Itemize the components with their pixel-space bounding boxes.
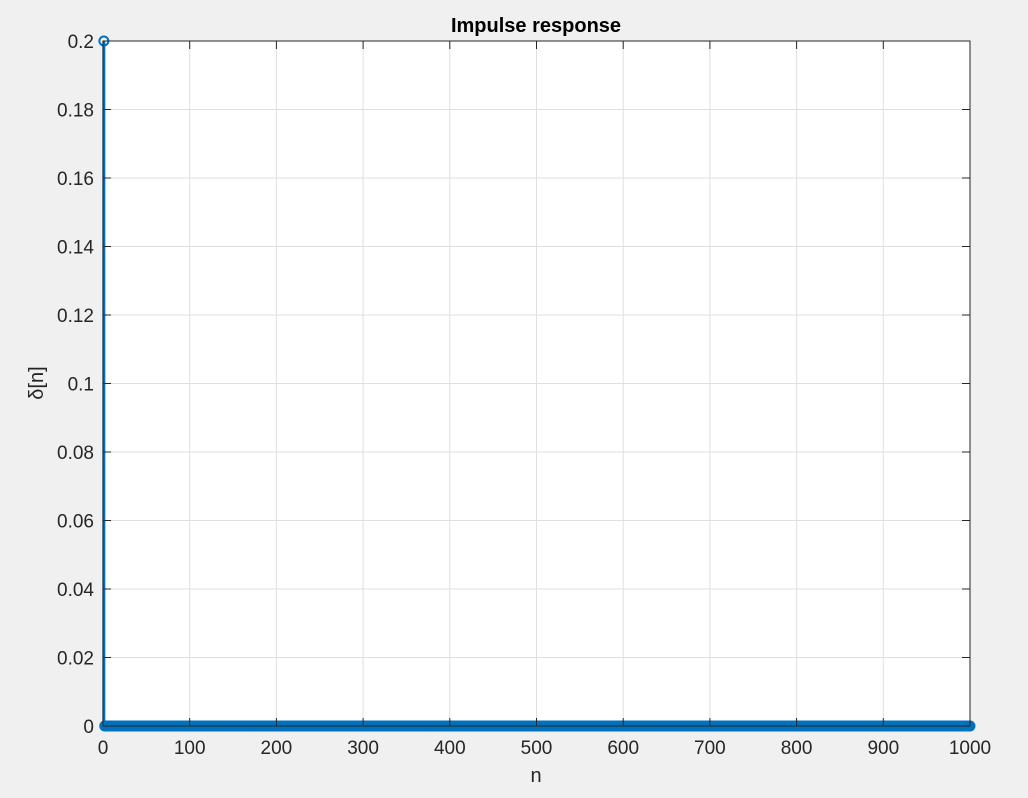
y-tick-label: 0.08	[57, 443, 94, 464]
y-tick-label: 0.2	[68, 32, 94, 53]
x-tick-label: 100	[174, 738, 206, 759]
x-tick-label: 1000	[949, 738, 991, 759]
y-axis-label: δ[n]	[26, 366, 48, 399]
x-tick-label: 300	[347, 738, 379, 759]
tick-labels: 0 100 200 300 400 500 600 700 800 900 1000 0 0.02 0.0…	[57, 32, 991, 759]
y-tick-label: 0	[83, 717, 94, 738]
y-tick-label: 0.16	[57, 169, 94, 190]
axes-box	[102, 40, 971, 727]
x-tick-label: 800	[781, 738, 813, 759]
y-tick-label: 0.18	[57, 101, 94, 122]
y-tick-label: 0.04	[57, 580, 94, 601]
y-tick-label: 0.12	[57, 306, 94, 327]
x-tick-label: 500	[521, 738, 553, 759]
x-tick-label: 600	[607, 738, 639, 759]
x-tick-label: 200	[261, 738, 293, 759]
x-tick-label: 700	[694, 738, 726, 759]
y-tick-label: 0.14	[57, 238, 94, 259]
x-tick-label: 900	[867, 738, 899, 759]
x-tick-label: 400	[434, 738, 466, 759]
y-tick-label: 0.06	[57, 512, 94, 533]
chart-title: Impulse response	[451, 15, 621, 37]
x-tick-label: 0	[98, 738, 109, 759]
x-axis-label: n	[530, 765, 541, 787]
y-tick-label: 0.02	[57, 649, 94, 670]
y-tick-label: 0.1	[68, 375, 94, 396]
